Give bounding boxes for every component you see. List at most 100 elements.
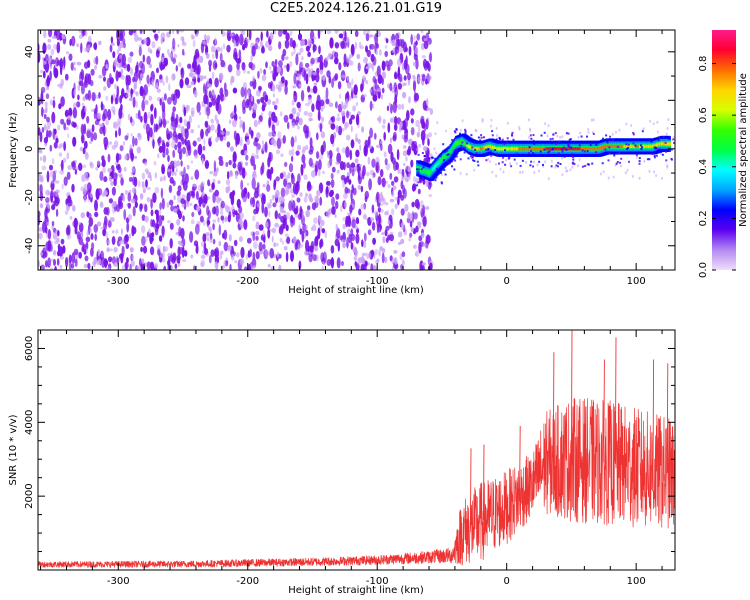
signal-fringe <box>620 157 623 160</box>
spectrogram-speckle <box>47 204 50 209</box>
spectrogram-speckle <box>318 169 321 177</box>
spectrogram-speckle <box>330 245 335 254</box>
spectrogram-speckle <box>342 223 347 230</box>
signal-fringe <box>447 153 450 156</box>
spectrogram-speckle <box>248 30 252 41</box>
spectrogram-speckle <box>366 30 371 34</box>
spectrogram-speckle <box>352 95 358 99</box>
spectrogram-speckle <box>245 254 249 260</box>
spectrogram-speckle <box>533 160 536 164</box>
spectrogram-speckle <box>65 257 69 268</box>
spectrogram-speckle <box>273 104 278 111</box>
spectrogram-speckle <box>218 155 223 162</box>
signal-fringe <box>555 164 558 167</box>
signal-fringe <box>561 148 564 151</box>
spectrogram-speckle <box>153 107 157 119</box>
signal-fringe <box>439 171 442 174</box>
spectrogram-speckle <box>134 34 139 42</box>
spectrogram-speckle <box>301 39 306 46</box>
spectrogram-speckle <box>317 30 321 40</box>
spectrogram-speckle <box>355 133 358 140</box>
signal-fringe <box>420 161 423 164</box>
spectrogram-speckle <box>528 127 531 131</box>
signal-fringe <box>580 135 583 138</box>
snr-y-axis-label: SNR (10 * v/v) <box>8 414 19 485</box>
spectrogram-speckle <box>63 122 67 131</box>
spectrogram-speckle <box>160 32 166 40</box>
spectrogram-speckle <box>159 252 163 259</box>
spectrogram-speckle <box>321 265 324 270</box>
spectrogram-speckle <box>115 229 119 235</box>
spectrogram-speckle <box>355 233 360 245</box>
spectrogram-speckle <box>390 151 394 163</box>
spectrogram-speckle <box>528 136 531 139</box>
spectrogram-speckle <box>228 159 232 166</box>
spectrogram-speckle <box>127 74 131 86</box>
spectrogram-speckle <box>67 164 73 171</box>
spectrogram-speckle <box>394 203 398 210</box>
spectrogram-speckle <box>272 101 276 106</box>
spectrogram-speckle <box>107 108 112 121</box>
signal-fringe <box>626 148 628 150</box>
spectrogram-speckle <box>278 80 282 85</box>
spectrogram-speckle <box>300 89 305 102</box>
spectrogram-speckle <box>291 107 297 115</box>
spectrogram-speckle <box>118 253 124 260</box>
spectrogram-speckle <box>78 34 83 40</box>
signal-fringe <box>563 155 566 158</box>
spectrogram-speckle <box>326 180 331 186</box>
spectrogram-speckle <box>160 187 164 199</box>
spectrogram-speckle <box>269 248 275 259</box>
signal-fringe <box>632 131 635 134</box>
spectrogram-speckle <box>276 66 281 73</box>
spectrogram-speckle <box>108 198 113 204</box>
spectrogram-speckle <box>352 105 356 112</box>
spectrogram-speckle <box>221 31 226 37</box>
y-tick-label: 2000 <box>24 483 35 508</box>
spectrogram-speckle <box>104 215 108 226</box>
spectrogram-speckle <box>229 119 232 125</box>
signal-fringe <box>632 133 635 136</box>
spectrogram-speckle <box>76 43 79 48</box>
spectrogram-speckle <box>87 59 91 68</box>
spectrogram-speckle <box>241 99 246 110</box>
signal-fringe <box>490 154 493 157</box>
spectrogram-speckle <box>198 111 202 116</box>
signal-fringe <box>565 148 568 151</box>
spectrogram-speckle <box>393 123 398 131</box>
spectrogram-speckle <box>285 251 289 263</box>
spectrogram-speckle <box>162 81 165 86</box>
spectrogram-speckle <box>260 31 263 42</box>
spectrogram-speckle <box>208 188 213 193</box>
spectrogram-speckle <box>199 55 204 64</box>
spectrogram-speckle <box>364 190 369 200</box>
spectrogram-speckle <box>339 235 344 241</box>
spectrogram-speckle <box>394 71 398 79</box>
spectrogram-speckle <box>177 195 182 203</box>
spectrogram-speckle <box>561 135 564 139</box>
signal-fringe <box>615 162 618 165</box>
spectrogram-speckle <box>241 62 246 71</box>
spectrogram-speckle <box>303 124 308 134</box>
spectrogram-speckle <box>401 225 404 231</box>
spectrogram-speckle <box>307 40 311 46</box>
spectrogram-speckle <box>225 162 229 167</box>
spectrogram-speckle <box>217 94 221 105</box>
spectrogram-speckle <box>351 219 356 229</box>
spectrogram-speckle <box>354 261 358 267</box>
signal-fringe <box>615 138 618 141</box>
spectrogram-speckle <box>544 160 547 164</box>
spectrogram-speckle <box>376 258 380 263</box>
spectrogram-speckle <box>346 188 351 194</box>
spectrogram-speckle <box>416 147 419 152</box>
spectrogram-speckle <box>401 251 406 258</box>
spectrogram-speckle <box>402 41 407 53</box>
spectrogram-speckle <box>305 73 309 85</box>
spectrogram-speckle <box>127 192 132 202</box>
spectrogram-speckle <box>341 147 347 154</box>
spectrogram-speckle <box>208 59 213 67</box>
signal-fringe <box>511 131 514 134</box>
spectrogram-speckle <box>308 193 312 201</box>
signal-fringe <box>573 155 576 158</box>
spectrogram-speckle <box>413 35 416 41</box>
